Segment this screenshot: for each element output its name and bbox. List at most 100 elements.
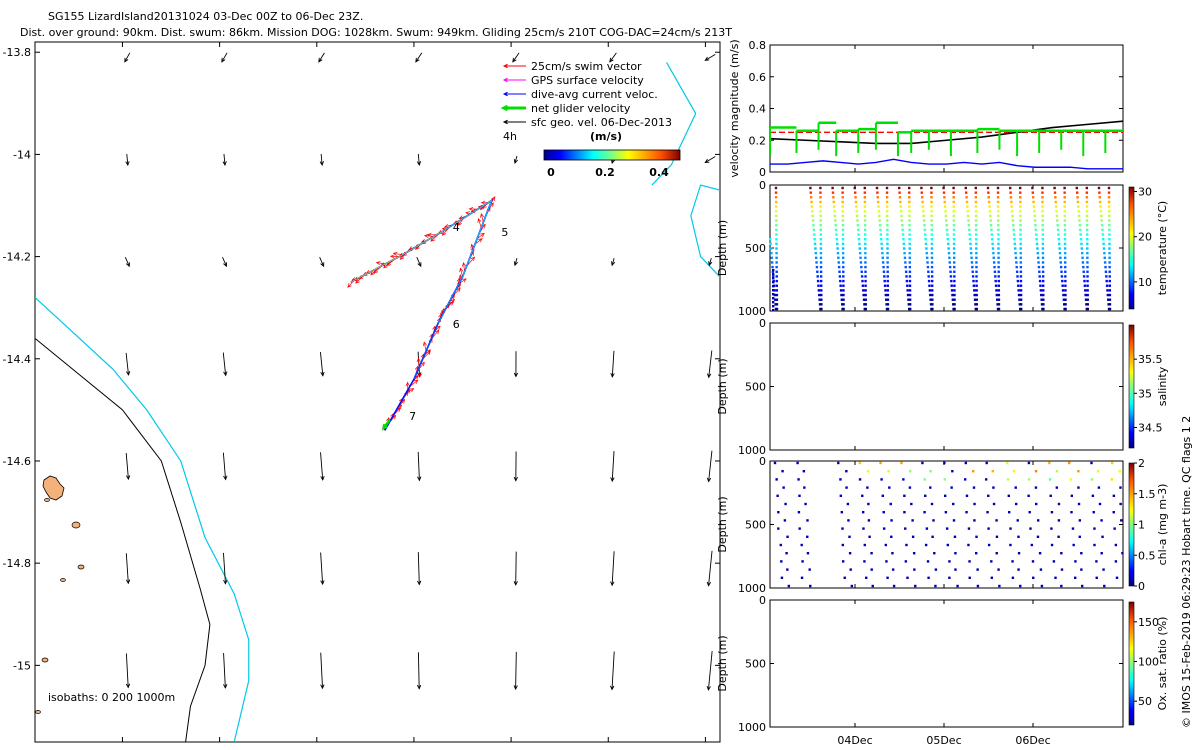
temp-point: [862, 289, 865, 292]
chla-point: [868, 535, 871, 538]
temp-point: [1019, 242, 1022, 246]
temp-point: [1108, 284, 1112, 287]
ytick-label: 1000: [738, 444, 766, 457]
temp-point: [860, 270, 863, 273]
temp-point: [901, 224, 904, 227]
swim-vector-head: [383, 263, 388, 269]
colorbar-tick-label: 1.5: [1138, 488, 1156, 501]
temp-point: [1032, 205, 1036, 208]
sfc-velocity-arrow: [417, 451, 420, 481]
chla-point: [1009, 527, 1012, 530]
temp-point: [772, 293, 775, 296]
temp-point: [930, 233, 933, 236]
temp-point: [898, 186, 901, 190]
temp-point: [930, 228, 933, 232]
swim-vector-head: [347, 283, 352, 288]
ytick-label: 500: [745, 381, 766, 394]
temp-point: [876, 191, 879, 194]
temp-point: [886, 261, 889, 264]
chla-point: [990, 560, 993, 563]
temp-point: [859, 256, 862, 260]
temp-point: [921, 205, 925, 208]
temp-point: [1108, 242, 1111, 246]
temp-point: [952, 224, 956, 227]
temp-point: [1078, 224, 1082, 227]
temp-point: [1042, 307, 1045, 311]
swim-vector-head: [444, 223, 449, 228]
temp-point: [771, 265, 774, 269]
temp-point: [930, 279, 934, 283]
temp-point: [1085, 205, 1089, 208]
temp-point: [974, 233, 978, 236]
temp-point: [877, 205, 880, 208]
chla-point: [930, 502, 934, 506]
temp-point: [863, 303, 866, 306]
chla-point: [1039, 568, 1043, 571]
temp-point: [818, 303, 822, 306]
temp-point: [931, 284, 934, 287]
map-xtick-label: 146: [306, 748, 327, 750]
chla-point: [773, 461, 777, 465]
copyright-label: © IMOS 15-Feb-2019 06:29:23 Hobart time.…: [1180, 416, 1193, 728]
temp-point: [1076, 196, 1079, 199]
temp-point: [988, 205, 991, 208]
ylabel: Depth (m): [716, 635, 729, 691]
temp-point: [902, 242, 906, 246]
temp-point: [841, 233, 845, 236]
temp-point: [923, 228, 927, 232]
temp-point: [930, 265, 934, 269]
temp-point: [995, 293, 999, 297]
temp-point: [1038, 270, 1041, 273]
legend-label: dive-avg current veloc.: [531, 88, 658, 101]
temp-point: [930, 191, 933, 194]
temp-point: [953, 275, 956, 278]
temp-point: [898, 196, 902, 199]
temp-point: [994, 279, 997, 283]
temp-point: [878, 224, 882, 227]
temp-point: [1085, 196, 1089, 199]
colorbar-tick-label: 0.5: [1138, 549, 1156, 562]
temp-point: [922, 219, 926, 222]
temp-point: [908, 303, 912, 306]
temp-point: [930, 196, 933, 199]
temp-point: [882, 270, 886, 273]
temp-point: [975, 242, 978, 246]
temp-point: [1108, 279, 1111, 283]
sfc-velocity-arrow-head: [417, 262, 422, 268]
chla-point: [1032, 576, 1035, 579]
sfc-velocity-arrow-head: [704, 158, 710, 164]
chla-point: [803, 486, 806, 489]
temp-point: [841, 210, 844, 213]
temp-point: [1108, 219, 1111, 222]
chla-point: [909, 470, 912, 473]
sfc-velocity-arrow: [611, 350, 615, 377]
temp-point: [908, 205, 911, 208]
temp-point: [841, 303, 844, 306]
temp-point: [885, 196, 889, 199]
map-xtick-label: 146.8: [690, 748, 722, 750]
temp-point: [908, 270, 912, 273]
temp-point: [1077, 205, 1080, 208]
temp-point: [881, 256, 884, 260]
temp-point: [953, 307, 956, 311]
temp-point: [997, 219, 1000, 222]
temp-point: [1106, 289, 1109, 292]
ytick-label: 0: [759, 455, 766, 468]
swim-vector-head: [405, 381, 410, 387]
chla-point: [777, 511, 780, 514]
temp-point: [901, 228, 904, 232]
temp-point: [1107, 210, 1111, 213]
temp-point: [907, 298, 910, 301]
temp-point: [1103, 251, 1106, 255]
temp-point: [842, 265, 845, 269]
xtick-label: 04Dec: [837, 734, 872, 747]
temp-point: [991, 247, 995, 250]
temp-point: [1042, 303, 1045, 306]
temp-point: [769, 237, 772, 241]
temp-point: [925, 251, 928, 255]
chla-point: [1057, 535, 1060, 538]
temp-point: [853, 191, 857, 194]
temp-point: [930, 186, 933, 190]
legend-label: GPS surface velocity: [531, 74, 644, 87]
